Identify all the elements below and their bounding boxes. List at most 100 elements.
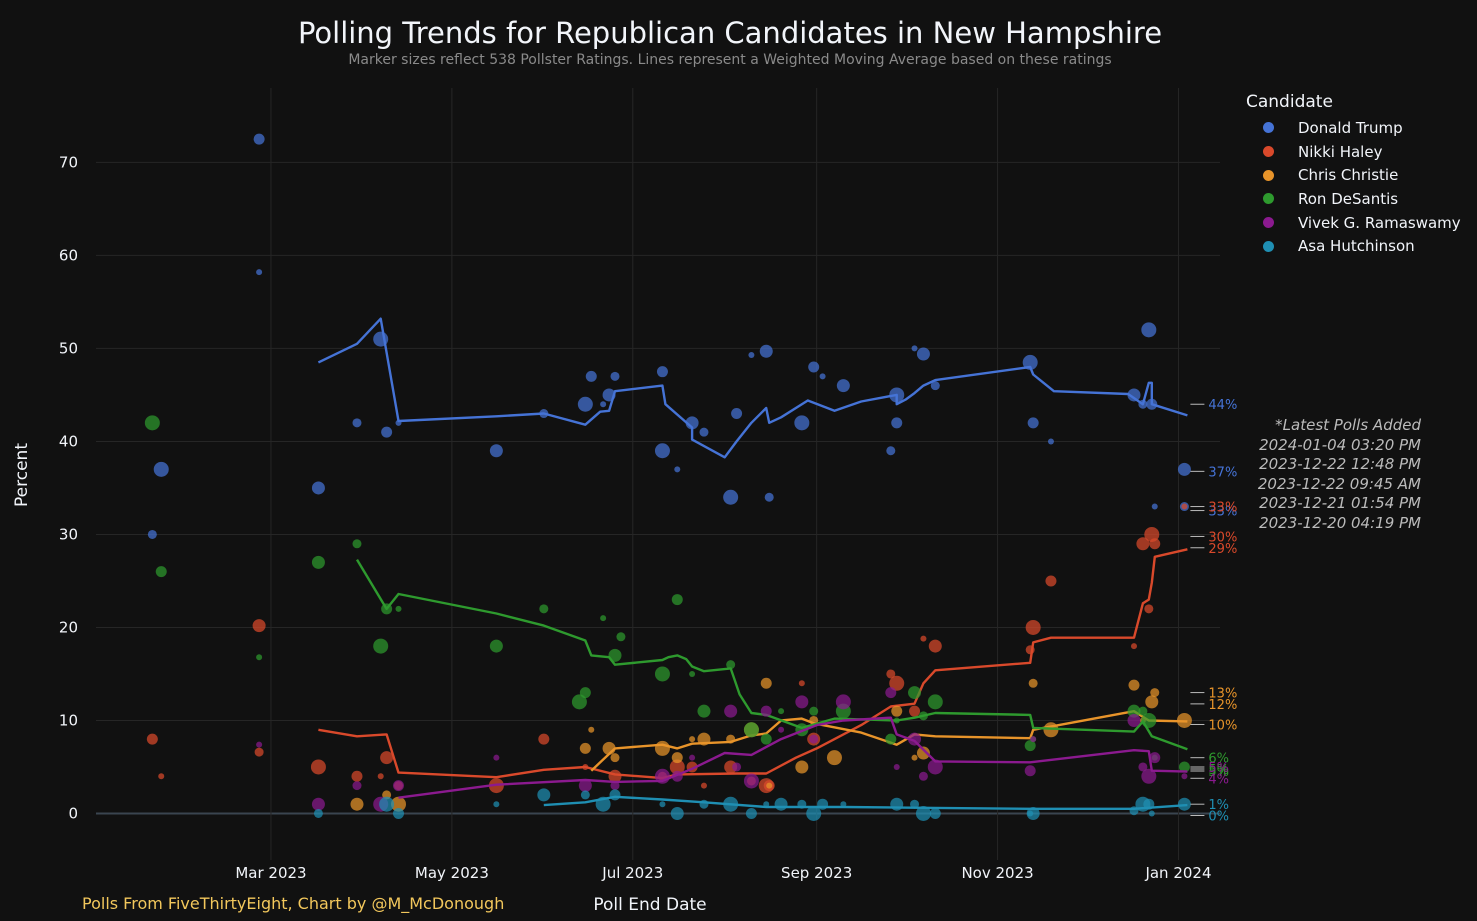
- poll-point: [908, 732, 922, 746]
- poll-point: [352, 418, 362, 428]
- poll-point: [908, 686, 922, 700]
- latest-polls-note: *Latest Polls Added 2024-01-04 03:20 PM …: [1258, 416, 1421, 533]
- poll-point: [311, 555, 325, 569]
- latest-poll-entry: 2023-12-22 09:45 AM: [1257, 474, 1421, 493]
- poll-point: [659, 801, 666, 808]
- legend-item[interactable]: Chris Christie: [1246, 163, 1461, 187]
- poll-point: [155, 566, 167, 578]
- poll-point: [795, 695, 809, 709]
- poll-point: [1144, 604, 1154, 614]
- poll-point: [743, 773, 759, 789]
- poll-point: [381, 426, 393, 438]
- poll-point: [927, 759, 943, 775]
- poll-point: [493, 754, 500, 761]
- poll-point: [610, 781, 620, 791]
- poll-point: [798, 680, 805, 687]
- latest-value-label: 12%: [1208, 698, 1237, 713]
- latest-value-label: 13%: [1208, 687, 1237, 702]
- poll-point: [393, 780, 405, 792]
- legend-marker: [1263, 240, 1274, 252]
- poll-point: [539, 604, 549, 614]
- poll-point: [578, 779, 592, 793]
- poll-point: [352, 781, 362, 791]
- poll-point: [377, 773, 384, 780]
- legend-label: Ron DeSantis: [1298, 189, 1399, 208]
- legend-label: Chris Christie: [1298, 166, 1399, 185]
- poll-point: [891, 417, 903, 429]
- legend-marker: [1263, 169, 1274, 181]
- poll-point: [1028, 678, 1038, 688]
- x-tick-label: Sep 2023: [781, 864, 852, 882]
- poll-point: [380, 751, 394, 765]
- series-vivek-g-ramaswamy: 5%4%: [256, 687, 1229, 812]
- poll-point: [759, 344, 773, 358]
- poll-point: [1141, 768, 1157, 784]
- poll-point: [254, 747, 264, 757]
- poll-point: [654, 740, 670, 756]
- poll-point: [616, 632, 626, 642]
- legend-item[interactable]: Asa Hutchinson: [1246, 234, 1461, 258]
- poll-point: [1128, 679, 1140, 691]
- latest-polls-heading: *Latest Polls Added: [1275, 416, 1421, 434]
- poll-point: [654, 666, 670, 682]
- poll-point: [1144, 526, 1160, 542]
- trend-line: [543, 795, 1188, 810]
- poll-point: [723, 489, 739, 505]
- poll-point: [144, 415, 160, 431]
- latest-value-label: 30%: [1208, 530, 1237, 545]
- poll-point: [760, 677, 772, 689]
- latest-value-label: 10%: [1208, 718, 1237, 733]
- y-tick-label: 10: [59, 711, 78, 729]
- legend-item[interactable]: Donald Trump: [1246, 116, 1461, 140]
- poll-point: [1022, 354, 1038, 370]
- y-tick-label: 70: [59, 153, 78, 171]
- legend-item[interactable]: Vivek G. Ramaswamy: [1246, 211, 1461, 235]
- legend-item[interactable]: Ron DeSantis: [1246, 187, 1461, 211]
- poll-point: [579, 687, 591, 699]
- poll-point: [930, 381, 940, 391]
- poll-point: [794, 415, 810, 431]
- poll-point: [836, 379, 850, 393]
- poll-point: [689, 670, 696, 677]
- legend-item[interactable]: Nikki Haley: [1246, 140, 1461, 164]
- poll-point: [391, 796, 407, 812]
- poll-point: [538, 733, 550, 745]
- x-tick-label: Jan 2024: [1144, 864, 1211, 882]
- poll-point: [489, 639, 503, 653]
- poll-point: [911, 754, 918, 761]
- trend-line: [355, 558, 1188, 751]
- poll-point: [916, 746, 930, 760]
- poll-point: [588, 726, 595, 733]
- poll-point: [1024, 740, 1036, 752]
- poll-point: [609, 789, 621, 801]
- poll-point: [610, 371, 620, 381]
- poll-point: [610, 753, 620, 763]
- poll-point: [252, 619, 266, 633]
- latest-value-label: 4%: [1208, 772, 1229, 787]
- poll-point: [1138, 762, 1148, 772]
- y-tick-label: 50: [59, 339, 78, 357]
- poll-point: [608, 648, 622, 662]
- series-nikki-haley: 33% 30%29%: [146, 501, 1237, 794]
- poll-point: [153, 461, 169, 477]
- poll-point: [893, 763, 900, 770]
- poll-point: [826, 750, 842, 766]
- legend-marker: [1263, 146, 1274, 158]
- poll-point: [1150, 688, 1160, 698]
- poll-point: [537, 788, 551, 802]
- poll-point: [1136, 537, 1150, 551]
- legend-label: Donald Trump: [1298, 118, 1403, 137]
- chart-subtitle: Marker sizes reflect 538 Pollster Rating…: [348, 52, 1112, 68]
- poll-point: [920, 635, 927, 642]
- poll-point: [745, 807, 757, 819]
- poll-point: [571, 694, 587, 710]
- poll-point: [654, 443, 670, 459]
- x-tick-label: Jul 2023: [601, 864, 663, 882]
- poll-point: [748, 351, 755, 358]
- trend-line: [318, 548, 1188, 780]
- poll-point: [310, 759, 326, 775]
- poll-point: [699, 427, 709, 437]
- poll-point: [1181, 773, 1188, 780]
- poll-point: [577, 396, 593, 412]
- series-ron-desantis: 6%5%5%: [144, 415, 1229, 780]
